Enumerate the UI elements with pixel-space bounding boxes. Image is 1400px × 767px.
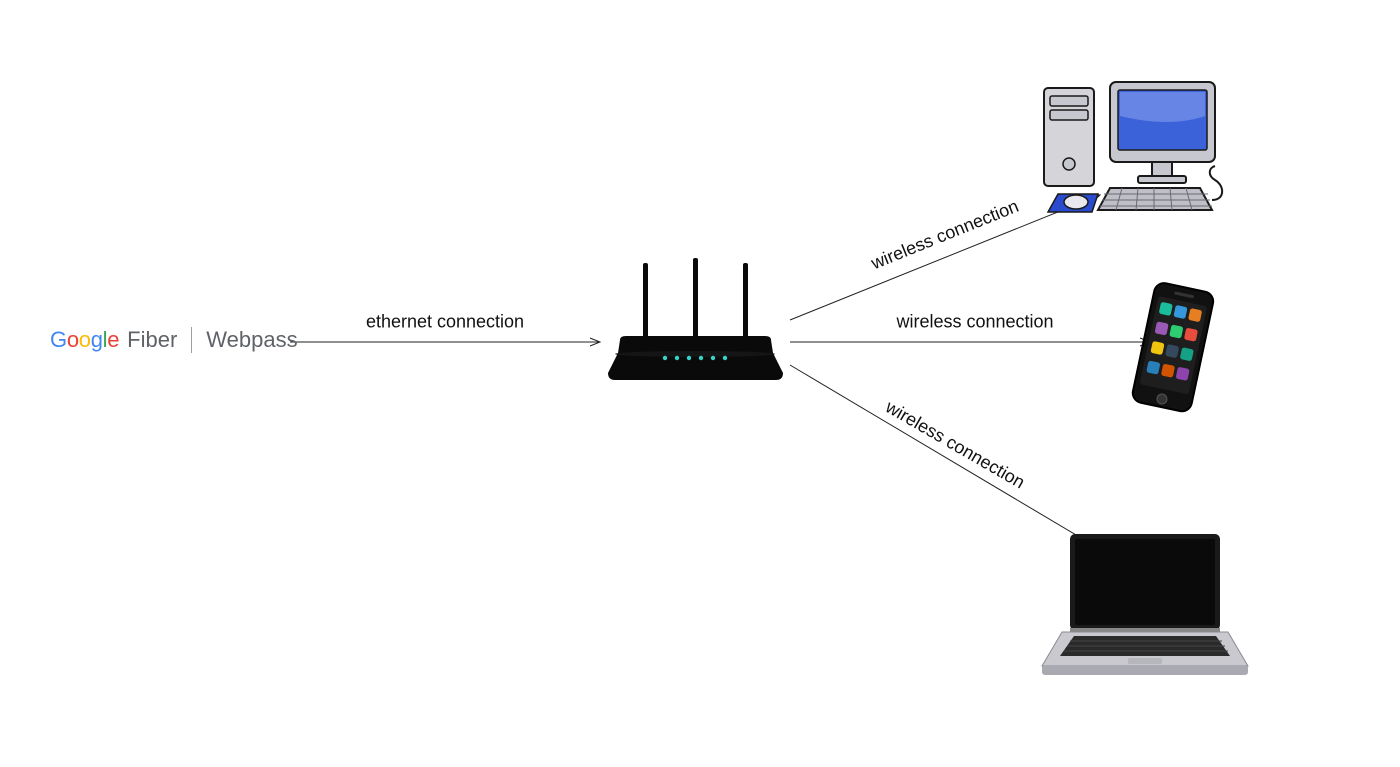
connection-label: wireless connection bbox=[896, 312, 1053, 333]
google-wordmark: Google bbox=[50, 327, 119, 353]
connection-label: wireless connection bbox=[868, 196, 1022, 274]
smartphone-icon bbox=[1105, 280, 1240, 415]
connection-label: ethernet connection bbox=[366, 312, 524, 333]
diagram-stage: Google Fiber Webpass bbox=[0, 0, 1400, 767]
logo-divider bbox=[191, 327, 192, 353]
desktop-computer-icon bbox=[1040, 76, 1225, 216]
laptop-icon bbox=[1040, 530, 1250, 675]
source-logo: Google Fiber Webpass bbox=[50, 327, 298, 353]
connection-label: wireless connection bbox=[882, 397, 1029, 494]
router-icon bbox=[608, 258, 783, 388]
webpass-label: Webpass bbox=[206, 327, 297, 353]
fiber-label: Fiber bbox=[127, 327, 177, 353]
